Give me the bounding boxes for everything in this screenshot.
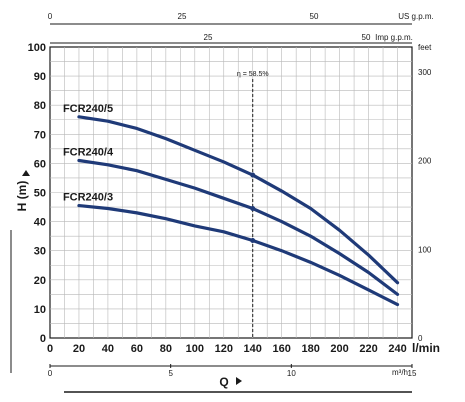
- y-axis-title: H (m): [15, 181, 29, 212]
- x-tick-label: 240: [388, 343, 406, 355]
- efficiency-point: [250, 172, 256, 178]
- x-tick-label: 140: [244, 343, 262, 355]
- y-tick-label: 30: [34, 246, 46, 258]
- y-tick-label: 90: [34, 71, 46, 83]
- us-gpm-tick: 25: [178, 12, 187, 21]
- x-tick-label: 120: [215, 343, 233, 355]
- m3h-tick-label: 5: [168, 369, 173, 378]
- x-tick-labels: 0 20 40 60 80 100 120 140 160 180 200 220 240: [47, 343, 407, 355]
- us-gpm-tick: 0: [48, 12, 53, 21]
- y-tick-label: 80: [34, 100, 46, 112]
- efficiency-point: [250, 238, 256, 244]
- x-tick-label: 180: [301, 343, 319, 355]
- imp-gpm-tick: 25: [204, 33, 213, 42]
- efficiency-label: η = 58.5%: [237, 71, 269, 78]
- y-tick-label: 60: [34, 158, 46, 170]
- feet-tick-label: 100: [418, 245, 432, 254]
- feet-tick-label: 300: [418, 68, 432, 77]
- curves: FCR240/5 FCR240/4 FCR240/3: [63, 103, 400, 307]
- y-tick-label: 100: [28, 42, 46, 54]
- series-curve: [77, 158, 400, 296]
- imp-gpm-unit: Imp g.p.m.: [375, 33, 413, 42]
- x-tick-label: 160: [273, 343, 291, 355]
- y-tick-label: 70: [34, 129, 46, 141]
- y-tick-label: 0: [40, 333, 46, 345]
- y-tick-label: 50: [34, 188, 46, 200]
- series-label: FCR240/5: [63, 103, 113, 115]
- efficiency-point: [250, 206, 256, 212]
- m3h-tick-labels: 0 5 10 15: [48, 364, 417, 378]
- y-tick-label: 10: [34, 304, 46, 316]
- x-tick-label: 200: [330, 343, 348, 355]
- x-tick-label: 60: [131, 343, 143, 355]
- y-axis-arrow-icon: [22, 170, 30, 176]
- y-tick-label: 20: [34, 275, 46, 287]
- m3h-tick-label: 10: [287, 369, 296, 378]
- feet-unit: feet: [418, 43, 432, 52]
- x-unit-label: l/min: [412, 341, 440, 355]
- series-label: FCR240/4: [63, 146, 114, 158]
- y-tick-label: 40: [34, 217, 46, 229]
- feet-tick-label: 0: [418, 334, 423, 343]
- x-tick-label: 0: [47, 343, 53, 355]
- us-gpm-unit: US g.p.m.: [398, 12, 434, 21]
- us-gpm-tick: 50: [310, 12, 319, 21]
- x-tick-label: 220: [359, 343, 377, 355]
- x-axis-arrow-icon: [236, 377, 242, 385]
- feet-tick-labels: 0 100 200 300: [418, 68, 432, 343]
- x-tick-label: 40: [102, 343, 114, 355]
- x-tick-label: 100: [186, 343, 204, 355]
- x-axis-title: Q: [219, 375, 228, 389]
- m3h-unit: m³/h: [392, 368, 408, 377]
- x-tick-label: 80: [160, 343, 172, 355]
- m3h-tick-label: 0: [48, 369, 53, 378]
- imp-gpm-tick: 50: [362, 33, 371, 42]
- series-label: FCR240/3: [63, 192, 113, 204]
- feet-tick-label: 200: [418, 157, 432, 166]
- x-tick-label: 20: [73, 343, 85, 355]
- y-tick-labels: 0 10 20 30 40 50 60 70 80 90 100: [28, 42, 46, 345]
- series-curve: [77, 203, 400, 307]
- m3h-tick-label: 15: [408, 369, 417, 378]
- series-curve: [77, 115, 400, 285]
